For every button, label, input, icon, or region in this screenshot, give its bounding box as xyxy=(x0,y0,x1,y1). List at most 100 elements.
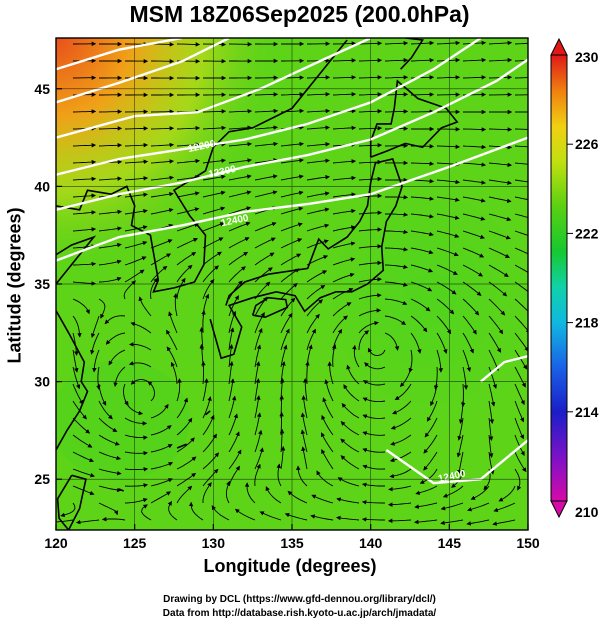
streamline-arrow xyxy=(440,502,464,511)
streamline-arrow xyxy=(470,485,490,500)
streamline-arrow xyxy=(419,468,438,484)
streamline-arrow xyxy=(228,431,240,453)
streamline-arrow xyxy=(300,429,308,453)
streamline-arrow xyxy=(488,57,513,63)
coastline-segment xyxy=(369,79,459,158)
streamline-arrow xyxy=(332,175,357,181)
streamline-arrow xyxy=(176,437,195,453)
x-tick-label: 120 xyxy=(44,535,68,551)
streamline-arrow xyxy=(202,378,209,402)
streamline-arrow xyxy=(320,432,334,453)
streamline-arrow xyxy=(202,251,222,266)
streamline-arrow xyxy=(358,293,382,300)
streamline-arrow xyxy=(332,225,356,232)
streamline-arrow xyxy=(124,256,147,266)
streamline-arrow xyxy=(124,450,149,456)
streamline-arrow xyxy=(462,162,487,167)
streamline-arrow xyxy=(138,296,152,317)
streamline-arrow xyxy=(202,414,215,436)
streamline-arrow xyxy=(361,517,385,522)
streamline-arrow xyxy=(295,465,308,487)
streamline-arrow xyxy=(488,213,512,222)
streamline-arrow xyxy=(457,451,464,475)
streamline-arrow xyxy=(124,225,148,232)
streamline-arrow xyxy=(436,230,460,238)
credit-line-1: Drawing by DCL (https://www.gfd-dennou.o… xyxy=(163,594,436,605)
streamline-arrow xyxy=(410,57,435,63)
streamline-arrow xyxy=(280,445,286,470)
y-tick-label: 25 xyxy=(34,471,50,487)
streamline-arrow xyxy=(332,208,356,215)
streamline-arrow xyxy=(362,397,386,403)
streamline-arrow xyxy=(265,486,282,504)
streamline-arrow xyxy=(410,298,431,312)
streamline-arrow xyxy=(327,361,334,385)
streamline-arrow xyxy=(123,280,136,300)
streamline-arrow xyxy=(385,212,409,217)
streamline-arrow xyxy=(170,361,178,385)
streamline-arrow xyxy=(202,158,226,164)
coastline-segment xyxy=(204,410,211,416)
streamline-arrow xyxy=(254,361,261,385)
height-contour xyxy=(56,38,372,139)
streamline-arrow xyxy=(228,125,253,130)
streamline-arrow xyxy=(104,315,126,325)
streamline-arrow xyxy=(124,497,148,504)
streamline-arrow xyxy=(384,315,407,326)
streamline-arrow xyxy=(254,429,263,453)
streamline-arrow xyxy=(306,223,330,232)
streamline-arrow xyxy=(322,397,334,419)
streamline-arrow xyxy=(108,349,126,366)
colorbar-ticks: 210 214 218 222 226 230 xyxy=(567,49,599,520)
streamline-arrow xyxy=(311,494,334,504)
streamline-arrow xyxy=(72,142,97,148)
streamline-arrow xyxy=(150,126,175,131)
streamline-arrow xyxy=(462,264,484,277)
streamline-arrow xyxy=(141,504,152,521)
streamline-arrow xyxy=(202,452,219,470)
streamline-arrow xyxy=(433,366,439,391)
streamline-arrow xyxy=(225,480,231,504)
streamline-arrow xyxy=(72,468,95,478)
streamline-arrow xyxy=(306,158,330,164)
streamline-arrow xyxy=(384,57,409,63)
streamline-arrow xyxy=(364,362,386,370)
height-contour xyxy=(480,355,528,383)
streamline-arrow xyxy=(361,482,385,488)
streamline-arrow xyxy=(514,128,528,130)
credit-line-2: Data from http://database.rish.kyoto-u.a… xyxy=(162,608,437,619)
streamline-arrow xyxy=(488,247,510,258)
streamline-arrow xyxy=(72,227,97,232)
streamline-arrow xyxy=(306,313,320,334)
height-contour xyxy=(56,136,528,262)
streamline-arrow xyxy=(176,158,201,164)
streamline-arrow xyxy=(176,456,197,470)
streamline-arrow xyxy=(75,519,100,525)
streamline-arrow xyxy=(276,463,282,487)
streamline-arrow xyxy=(462,144,487,150)
streamline-arrow xyxy=(306,191,330,198)
streamline-arrow xyxy=(98,242,122,249)
streamline-arrow xyxy=(384,332,400,351)
streamline-arrow xyxy=(410,40,435,46)
streamline-arrow xyxy=(462,332,474,354)
streamline-arrow xyxy=(488,417,494,442)
colorbar-tick-label: 210 xyxy=(575,504,599,520)
height-contour xyxy=(56,58,528,211)
streamline-arrow xyxy=(306,299,323,317)
streamline-arrow xyxy=(150,425,172,436)
streamline-arrow xyxy=(202,125,227,131)
streamline-arrow xyxy=(436,196,460,202)
coastline-segment xyxy=(56,39,348,293)
streamline-arrow xyxy=(387,502,412,507)
streamline-arrow xyxy=(426,400,438,422)
streamline-arrow xyxy=(244,482,256,504)
streamline-arrow xyxy=(358,260,383,266)
streamline-arrow xyxy=(167,500,178,521)
streamline-arrow xyxy=(123,383,129,406)
streamline-arrow xyxy=(98,298,106,319)
streamline-arrow xyxy=(72,451,94,463)
streamline-arrow xyxy=(488,298,506,316)
streamline-arrow xyxy=(343,384,360,402)
